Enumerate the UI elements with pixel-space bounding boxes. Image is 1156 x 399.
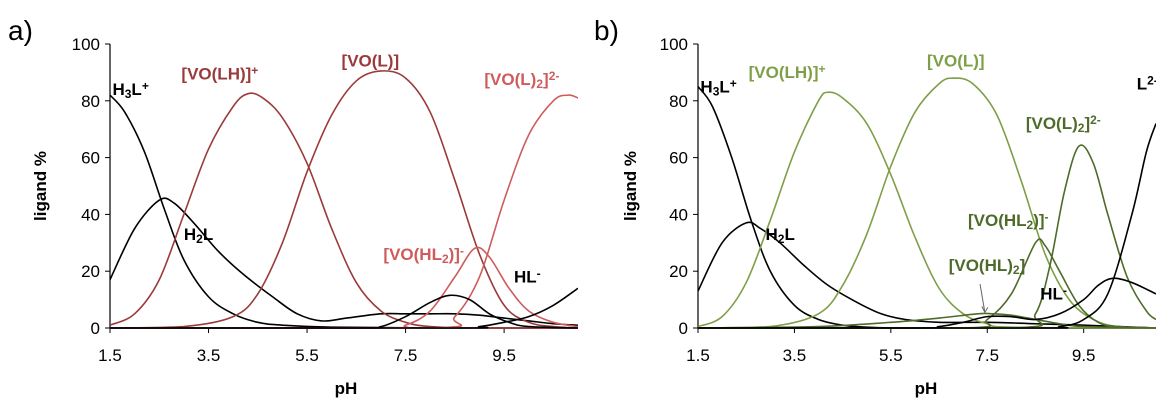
x-tick-label: 3.5 <box>197 346 221 365</box>
y-tick-label: 0 <box>679 319 688 338</box>
annotation-arrowhead <box>981 306 989 314</box>
series-annotation: [VO(LH)]+ <box>181 64 258 84</box>
series-line-hl <box>110 294 578 329</box>
chart-panel-a: a) 0 20 40 60 80 100 1.5 3.5 5.5 7.5 9.5 pH ligand % H… <box>8 15 578 398</box>
series-annotation: L2- <box>1137 74 1156 94</box>
series-annotation: [VO(LH)]+ <box>749 63 826 83</box>
series-line-hl <box>698 277 1156 329</box>
x-axis-label: pH <box>335 379 358 398</box>
series-annotation: [VO(L)2]2- <box>484 70 559 92</box>
chart-panel-b: b) 0 20 40 60 80 100 1.5 3.5 5.5 7.5 9.5 pH ligand % H… <box>594 15 1156 398</box>
series-line-vo-hl2 <box>698 238 1156 329</box>
annotation-arrow <box>979 283 986 313</box>
series-line-h2l <box>110 197 578 326</box>
series-annotation: H3L+ <box>112 80 148 102</box>
y-tick-label: 100 <box>72 35 100 54</box>
x-tick-label: 5.5 <box>879 346 903 365</box>
y-axis-label: ligand % <box>31 151 50 221</box>
series-annotation: [VO(HL2)]- <box>383 244 464 266</box>
x-tick-label: 1.5 <box>98 346 122 365</box>
x-tick-label: 5.5 <box>295 346 319 365</box>
series-annotation: H2L <box>765 225 794 246</box>
series-line-vo-l-2-2 <box>110 94 578 329</box>
y-tick-label: 60 <box>81 149 100 168</box>
y-tick-label: 20 <box>81 262 100 281</box>
x-tick-label: 3.5 <box>783 346 807 365</box>
series-group <box>698 77 1156 329</box>
series-group <box>110 70 578 329</box>
series-annotation: [VO(HL)2] <box>949 256 1026 277</box>
series-annotation: HL- <box>1040 284 1067 304</box>
y-tick-label: 40 <box>81 205 100 224</box>
series-line-vo-l <box>110 70 578 329</box>
x-tick-label: 9.5 <box>492 346 516 365</box>
y-tick-label: 0 <box>91 319 100 338</box>
y-tick-label: 40 <box>669 205 688 224</box>
series-line-vo-hl-2 <box>698 312 1156 329</box>
x-tick-label: 1.5 <box>686 346 710 365</box>
series-annotation: [VO(L)2]2- <box>1026 114 1101 136</box>
panel-letter: a) <box>8 15 33 46</box>
series-line-l2 <box>110 287 578 329</box>
series-line-l2 <box>698 123 1156 329</box>
panel-letter: b) <box>594 15 619 46</box>
x-tick-label: 7.5 <box>975 346 999 365</box>
x-tick-label: 7.5 <box>394 346 418 365</box>
series-annotation: [VO(L)] <box>342 52 400 71</box>
y-tick-label: 60 <box>669 149 688 168</box>
series-annotation: H3L+ <box>700 77 736 99</box>
y-tick-label: 80 <box>669 92 688 111</box>
series-annotation: [VO(HL2)]- <box>968 210 1049 232</box>
series-annotation: H2L <box>184 225 213 246</box>
y-tick-label: 20 <box>669 262 688 281</box>
series-annotation: [VO(L)] <box>927 52 985 71</box>
y-tick-label: 100 <box>660 35 688 54</box>
y-axis-label: ligand % <box>621 151 640 221</box>
series-line-h3l <box>110 94 578 329</box>
y-tick-label: 80 <box>81 92 100 111</box>
x-tick-label: 9.5 <box>1072 346 1096 365</box>
x-axis-label: pH <box>915 379 938 398</box>
series-line-h2l <box>698 221 1156 329</box>
series-annotation: HL- <box>514 267 541 287</box>
series-line-vo-lh <box>110 92 578 329</box>
